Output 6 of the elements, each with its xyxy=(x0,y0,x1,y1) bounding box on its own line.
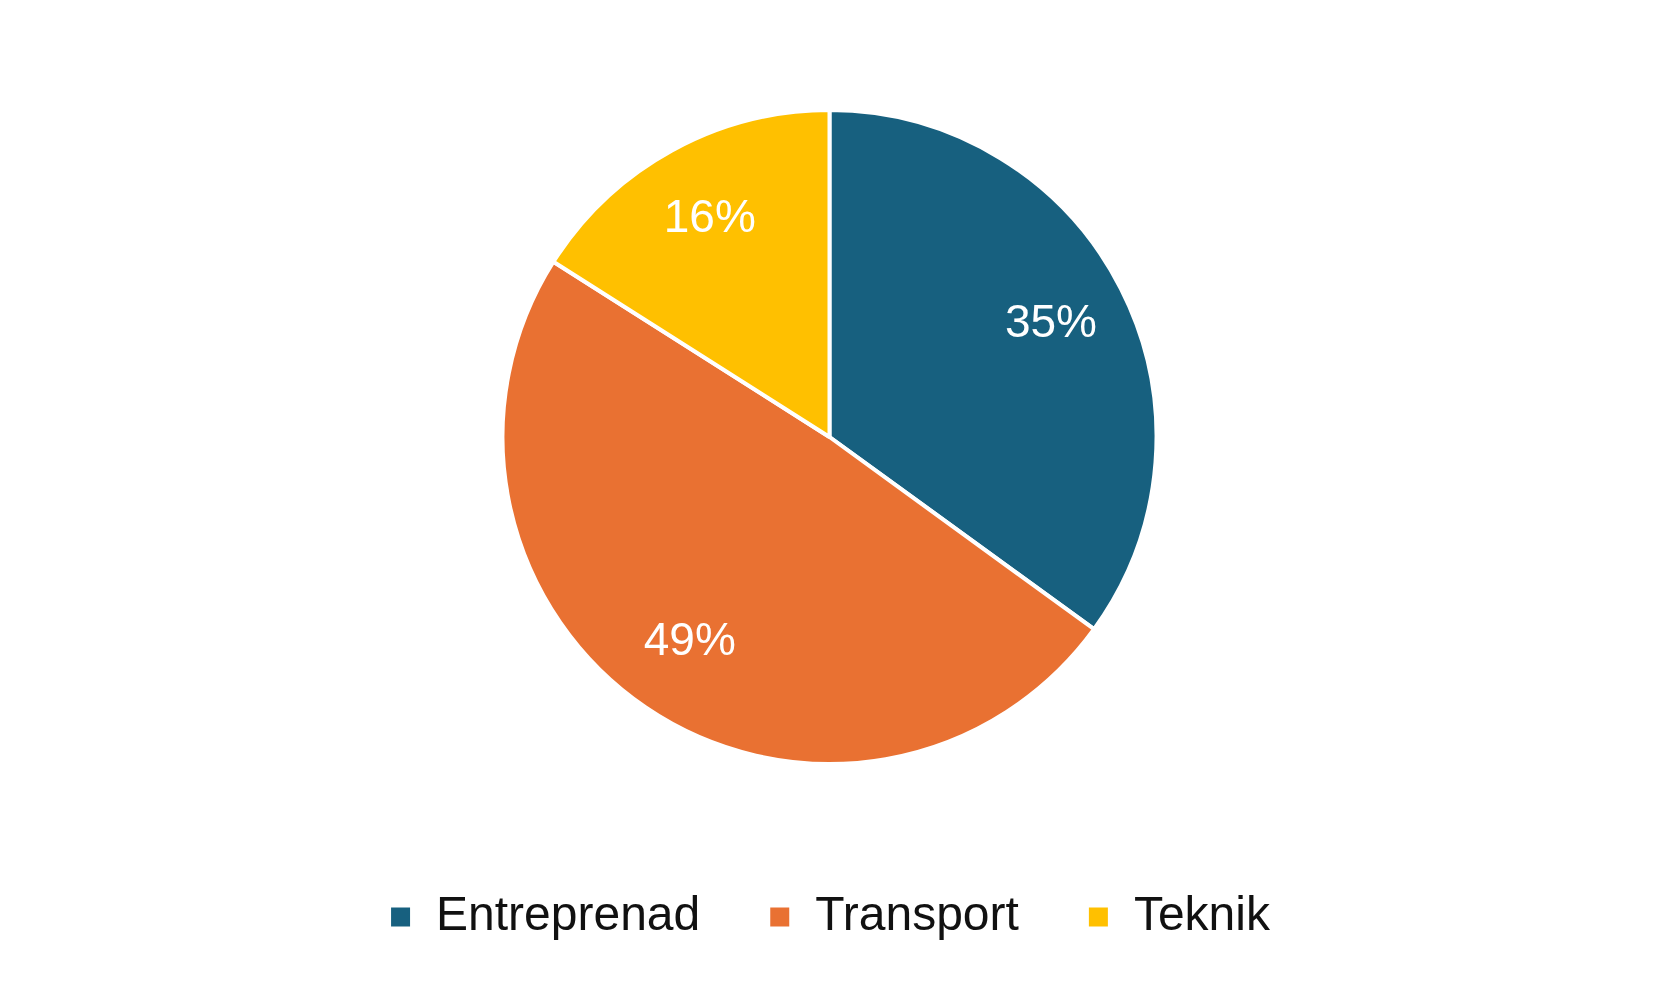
data-label: 16% xyxy=(663,189,756,242)
data-label: 49% xyxy=(643,613,736,666)
data-label: 35% xyxy=(1004,294,1097,347)
legend-label: Teknik xyxy=(1133,887,1271,941)
legend-label: Transport xyxy=(815,887,1019,941)
legend-label: Entreprenad xyxy=(436,887,701,941)
